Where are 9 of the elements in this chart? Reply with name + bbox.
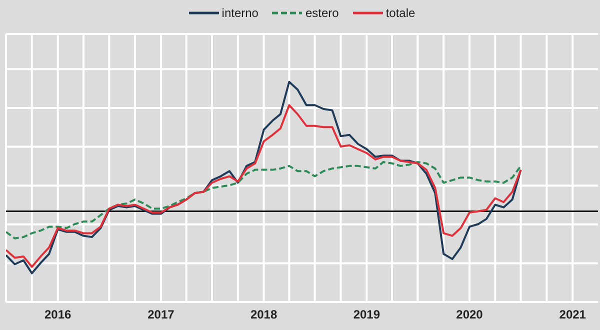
x-tick-label: 2017 [148,308,175,322]
legend-label: totale [386,6,416,20]
x-tick-label: 2018 [250,308,278,322]
x-tick-label: 2016 [44,308,72,322]
x-tick-label: 2020 [456,308,484,322]
legend-label: estero [305,6,339,20]
x-tick-label: 2021 [559,308,586,322]
legend-label: interno [222,6,258,20]
x-tick-label: 2019 [353,308,380,322]
